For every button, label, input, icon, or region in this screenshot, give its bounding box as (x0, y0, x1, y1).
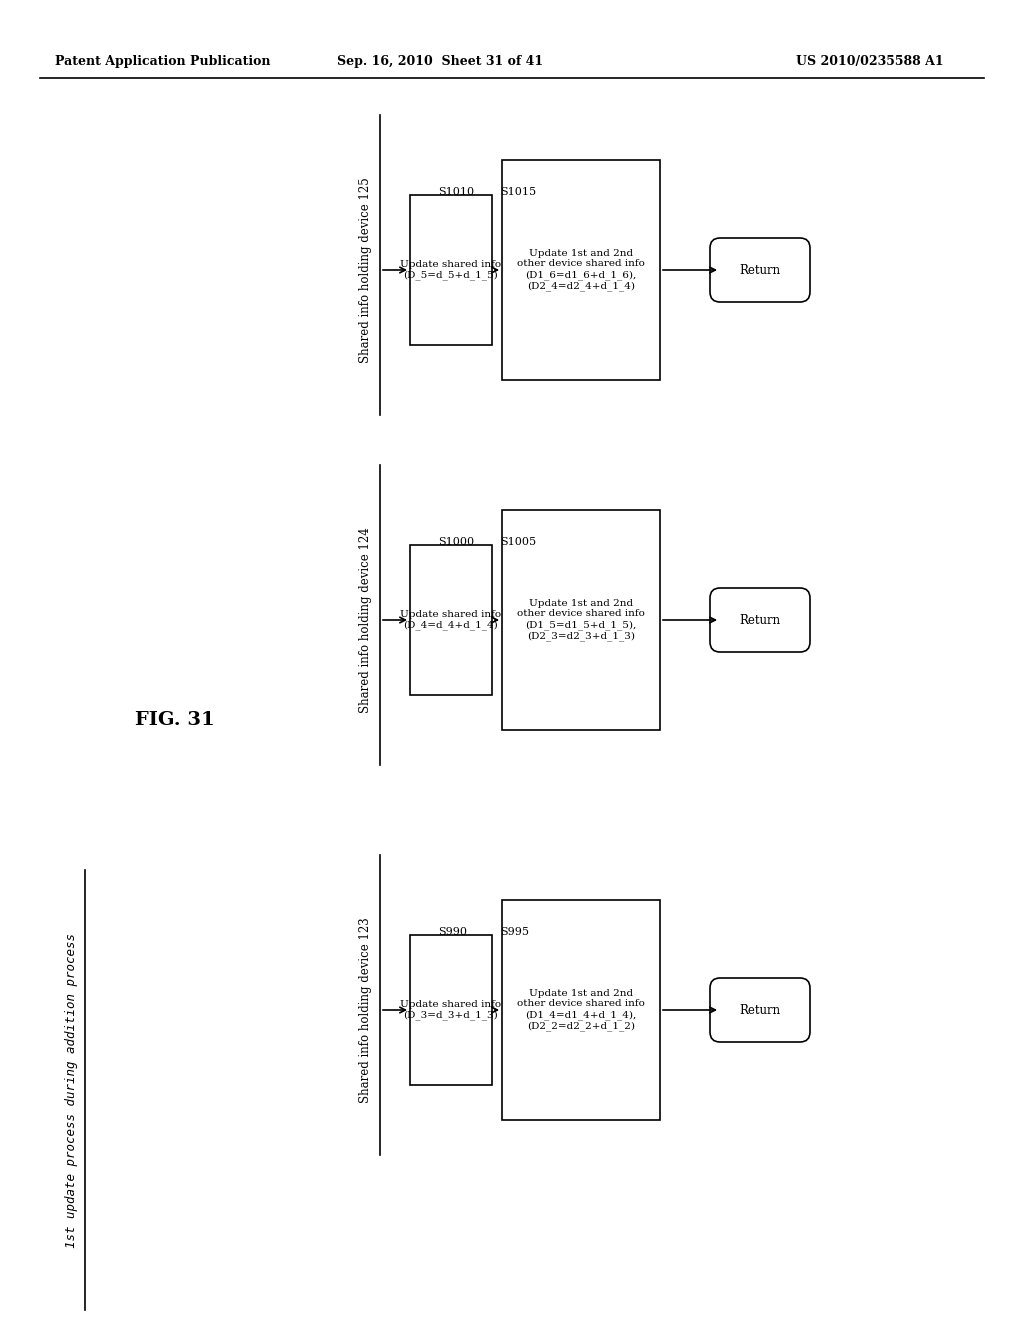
Text: S990: S990 (438, 927, 467, 937)
Text: US 2010/0235588 A1: US 2010/0235588 A1 (797, 55, 944, 69)
Text: Patent Application Publication: Patent Application Publication (55, 55, 270, 69)
Text: Update 1st and 2nd
other device shared info
(D1_5=d1_5+d_1_5),
(D2_3=d2_3+d_1_3): Update 1st and 2nd other device shared i… (517, 599, 645, 642)
Text: S1005: S1005 (500, 537, 537, 546)
Text: Update shared info
(D_3=d_3+d_1_3): Update shared info (D_3=d_3+d_1_3) (400, 999, 502, 1020)
Text: Return: Return (739, 264, 780, 276)
Bar (410, 195, 492, 345)
Bar (502, 160, 660, 380)
Text: Update shared info
(D_5=d_5+d_1_5): Update shared info (D_5=d_5+d_1_5) (400, 260, 502, 280)
Text: Shared info holding device 125: Shared info holding device 125 (359, 177, 373, 363)
Bar (410, 935, 492, 1085)
Text: Update 1st and 2nd
other device shared info
(D1_6=d1_6+d_1_6),
(D2_4=d2_4+d_1_4): Update 1st and 2nd other device shared i… (517, 249, 645, 290)
Text: Return: Return (739, 1003, 780, 1016)
Bar (502, 510, 660, 730)
Text: Return: Return (739, 614, 780, 627)
Bar (502, 900, 660, 1119)
Text: Shared info holding device 124: Shared info holding device 124 (359, 527, 373, 713)
Text: Sep. 16, 2010  Sheet 31 of 41: Sep. 16, 2010 Sheet 31 of 41 (337, 55, 543, 69)
FancyBboxPatch shape (710, 587, 810, 652)
Text: S1010: S1010 (438, 187, 474, 197)
Text: Update 1st and 2nd
other device shared info
(D1_4=d1_4+d_1_4),
(D2_2=d2_2+d_1_2): Update 1st and 2nd other device shared i… (517, 989, 645, 1031)
FancyBboxPatch shape (710, 238, 810, 302)
Text: S1015: S1015 (500, 187, 537, 197)
Text: 1st update process during addition process: 1st update process during addition proce… (66, 932, 79, 1247)
Text: FIG. 31: FIG. 31 (135, 711, 215, 729)
Text: Shared info holding device 123: Shared info holding device 123 (359, 917, 373, 1104)
Bar (410, 545, 492, 696)
Text: Update shared info
(D_4=d_4+d_1_4): Update shared info (D_4=d_4+d_1_4) (400, 610, 502, 630)
FancyBboxPatch shape (710, 978, 810, 1041)
Text: S1000: S1000 (438, 537, 474, 546)
Text: S995: S995 (500, 927, 529, 937)
